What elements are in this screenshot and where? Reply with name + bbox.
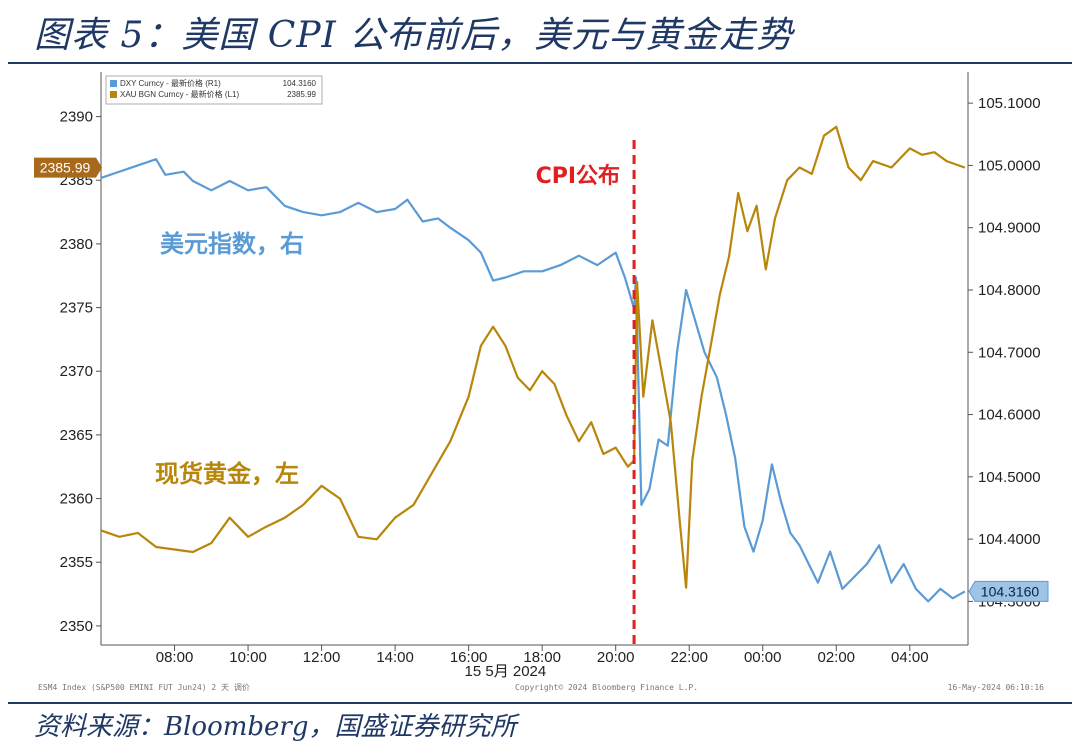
left-tick-label: 2370 [60, 363, 93, 380]
gold-tag-pointer [96, 157, 102, 178]
dxy-annotation-label: 美元指数，右 [160, 230, 304, 258]
x-tick-label: 04:00 [891, 649, 929, 666]
cpi-event-label: CPI公布 [536, 163, 620, 189]
left-tick-label: 2365 [60, 427, 93, 444]
x-tick-label: 22:00 [670, 649, 708, 666]
left-tick-label: 2350 [60, 618, 93, 635]
right-tick-label: 105.1000 [978, 95, 1041, 112]
dxy-last-value-text: 104.3160 [981, 583, 1040, 599]
legend-item-value: 2385.99 [287, 90, 316, 99]
gold-last-value-text: 2385.99 [40, 160, 91, 176]
legend-item-value: 104.3160 [283, 79, 317, 88]
figure-source: 资料来源：Bloomberg，国盛证券研究所 [34, 712, 517, 742]
left-tick-label: 2380 [60, 236, 93, 253]
x-tick-label: 10:00 [229, 649, 267, 666]
legend-item-label: XAU BGN Curncy - 最新价格 (L1) [120, 89, 239, 99]
legend-swatch [110, 80, 117, 87]
legend-item-label: DXY Curncy - 最新价格 (R1) [120, 78, 221, 88]
right-tick-label: 104.4000 [978, 531, 1041, 548]
source-divider [8, 702, 1072, 704]
footer-center: Copyright© 2024 Bloomberg Finance L.P. [515, 683, 698, 692]
dxy-last-value-tag [968, 580, 1049, 602]
figure-title: 图表 5：美国 CPI 公布前后，美元与黄金走势 [34, 15, 794, 56]
footer-right: 16-May-2024 06:10:16 [948, 683, 1045, 692]
left-tick-label: 2360 [60, 491, 93, 508]
title-divider [8, 62, 1072, 64]
gold-annotation-label: 现货黄金，左 [155, 460, 299, 488]
dxy-series-line [100, 158, 966, 603]
legend-box [105, 75, 323, 105]
right-tick-label: 104.7000 [978, 344, 1041, 361]
left-tick-label: 2375 [60, 300, 93, 317]
plot-area [100, 72, 969, 646]
x-tick-label: 08:00 [156, 649, 194, 666]
x-tick-label: 02:00 [817, 649, 855, 666]
x-tick-label: 16:00 [450, 649, 488, 666]
x-tick-label: 00:00 [744, 649, 782, 666]
x-date-label: 15 5月 2024 [465, 663, 547, 680]
right-tick-label: 105.0000 [978, 157, 1041, 174]
left-tick-label: 2390 [60, 109, 93, 126]
right-tick-label: 104.9000 [978, 220, 1041, 237]
left-tick-label: 2355 [60, 554, 93, 571]
x-tick-label: 12:00 [303, 649, 341, 666]
x-tick-label: 20:00 [597, 649, 635, 666]
gold-last-value-tag [34, 157, 96, 178]
footer-left: ESM4 Index (S&P500 EMINI FUT Jun24) 2 天 … [38, 683, 250, 692]
gold-series-line [100, 125, 966, 589]
right-tick-label: 104.8000 [978, 282, 1041, 299]
x-tick-label: 14:00 [376, 649, 414, 666]
right-tick-label: 104.5000 [978, 469, 1041, 486]
legend-swatch [110, 91, 117, 98]
x-tick-label: 18:00 [523, 649, 561, 666]
legend: DXY Curncy - 最新价格 (R1) 104.3160 XAU BGN Cu… [105, 75, 323, 105]
right-tick-label: 104.6000 [978, 407, 1041, 424]
